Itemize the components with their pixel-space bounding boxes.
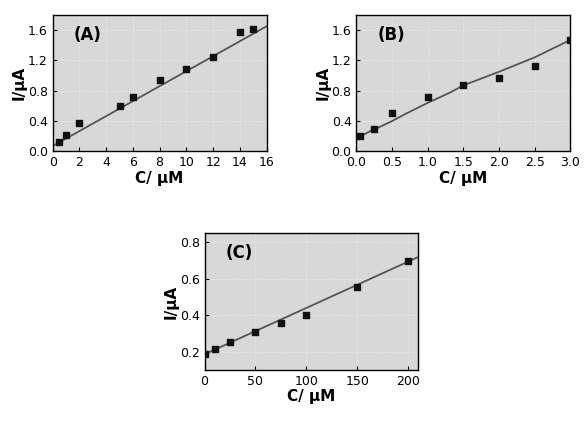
Point	[355, 133, 364, 139]
Point	[182, 66, 191, 73]
Text: (B): (B)	[378, 26, 405, 44]
Point	[235, 28, 245, 35]
Point	[404, 257, 413, 264]
Y-axis label: I/μA: I/μA	[315, 66, 330, 100]
Point	[370, 125, 379, 132]
Point	[210, 346, 219, 352]
Point	[387, 110, 397, 117]
Y-axis label: I/μA: I/μA	[163, 284, 178, 319]
Text: (A): (A)	[74, 26, 102, 44]
Y-axis label: I/μA: I/μA	[11, 66, 26, 100]
Point	[302, 312, 311, 319]
Point	[494, 74, 504, 81]
Point	[251, 329, 260, 336]
Point	[208, 53, 218, 60]
Point	[155, 76, 164, 83]
Point	[61, 131, 71, 138]
Point	[249, 26, 258, 33]
Point	[353, 283, 362, 290]
Point	[225, 338, 235, 345]
X-axis label: C/ μM: C/ μM	[287, 389, 336, 404]
Point	[115, 102, 124, 109]
X-axis label: C/ μM: C/ μM	[136, 170, 184, 186]
Point	[200, 351, 209, 358]
Point	[54, 138, 64, 145]
Point	[459, 81, 468, 88]
Point	[276, 320, 285, 327]
Point	[423, 94, 432, 100]
X-axis label: C/ μM: C/ μM	[439, 170, 487, 186]
Point	[566, 37, 575, 43]
Point	[75, 119, 84, 126]
Text: (C): (C)	[226, 244, 253, 262]
Point	[128, 94, 137, 100]
Point	[530, 63, 539, 70]
